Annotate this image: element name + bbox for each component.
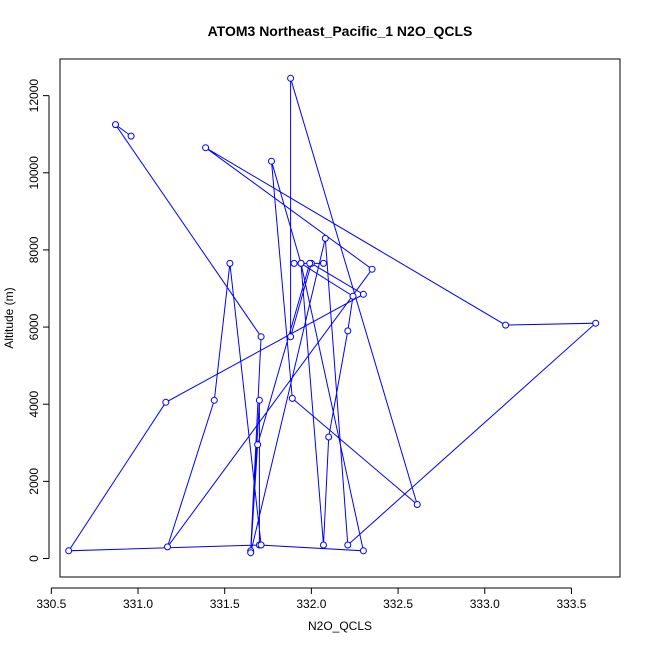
data-point: [368, 265, 376, 273]
y-axis-label: Altitude (m): [2, 287, 16, 348]
chart-title: ATOM3 Northeast_Pacific_1 N2O_QCLS: [208, 23, 473, 39]
data-point: [210, 396, 218, 404]
data-point: [257, 541, 265, 549]
y-tick-label: 12000: [27, 79, 41, 113]
data-point: [297, 259, 305, 267]
y-tick-label: 2000: [27, 468, 41, 495]
data-point: [325, 433, 333, 441]
data-point: [164, 543, 171, 551]
x-tick-label: 333.5: [556, 597, 586, 611]
data-point: [268, 157, 275, 165]
data-point: [320, 541, 327, 549]
y-tick-label: 0: [27, 555, 41, 562]
x-tick-label: 332.5: [383, 597, 413, 611]
data-point: [359, 547, 367, 555]
data-point: [112, 121, 119, 129]
data-point: [290, 259, 298, 267]
data-point: [349, 292, 357, 300]
data-point: [344, 327, 352, 335]
plot-area-box: [59, 58, 621, 578]
data-point: [359, 290, 367, 298]
data-point: [247, 549, 255, 557]
data-point: [592, 319, 600, 327]
data-point: [257, 333, 265, 341]
y-axis: 0 2000 4000 6000 8000 10000 12000: [27, 79, 50, 562]
data-point: [287, 74, 295, 82]
data-point: [288, 394, 296, 402]
points-layer: [65, 74, 600, 557]
data-point: [65, 547, 73, 555]
data-point: [502, 321, 510, 329]
data-point: [202, 144, 210, 152]
data-point: [162, 398, 170, 406]
data-point: [320, 259, 327, 267]
y-tick-label: 6000: [27, 313, 41, 340]
data-point: [255, 396, 263, 404]
x-tick-label: 330.5: [36, 597, 66, 611]
data-point: [287, 333, 295, 341]
data-point: [127, 132, 135, 140]
y-tick-label: 10000: [27, 156, 41, 190]
x-tick-label: 333.0: [470, 597, 500, 611]
x-tick-label: 331.5: [210, 597, 240, 611]
y-tick-label: 4000: [27, 391, 41, 418]
x-axis-label: N2O_QCLS: [308, 619, 372, 633]
data-point: [226, 259, 234, 267]
data-point: [344, 541, 352, 549]
x-axis: 330.5 331.0 331.5 332.0 332.5 333.0 333.5: [36, 587, 587, 611]
data-point: [306, 259, 314, 267]
x-tick-label: 332.0: [296, 597, 326, 611]
y-tick-label: 8000: [27, 236, 41, 263]
x-tick-label: 331.0: [123, 597, 153, 611]
data-point: [321, 234, 329, 242]
data-point: [254, 441, 262, 449]
data-point: [413, 501, 421, 508]
